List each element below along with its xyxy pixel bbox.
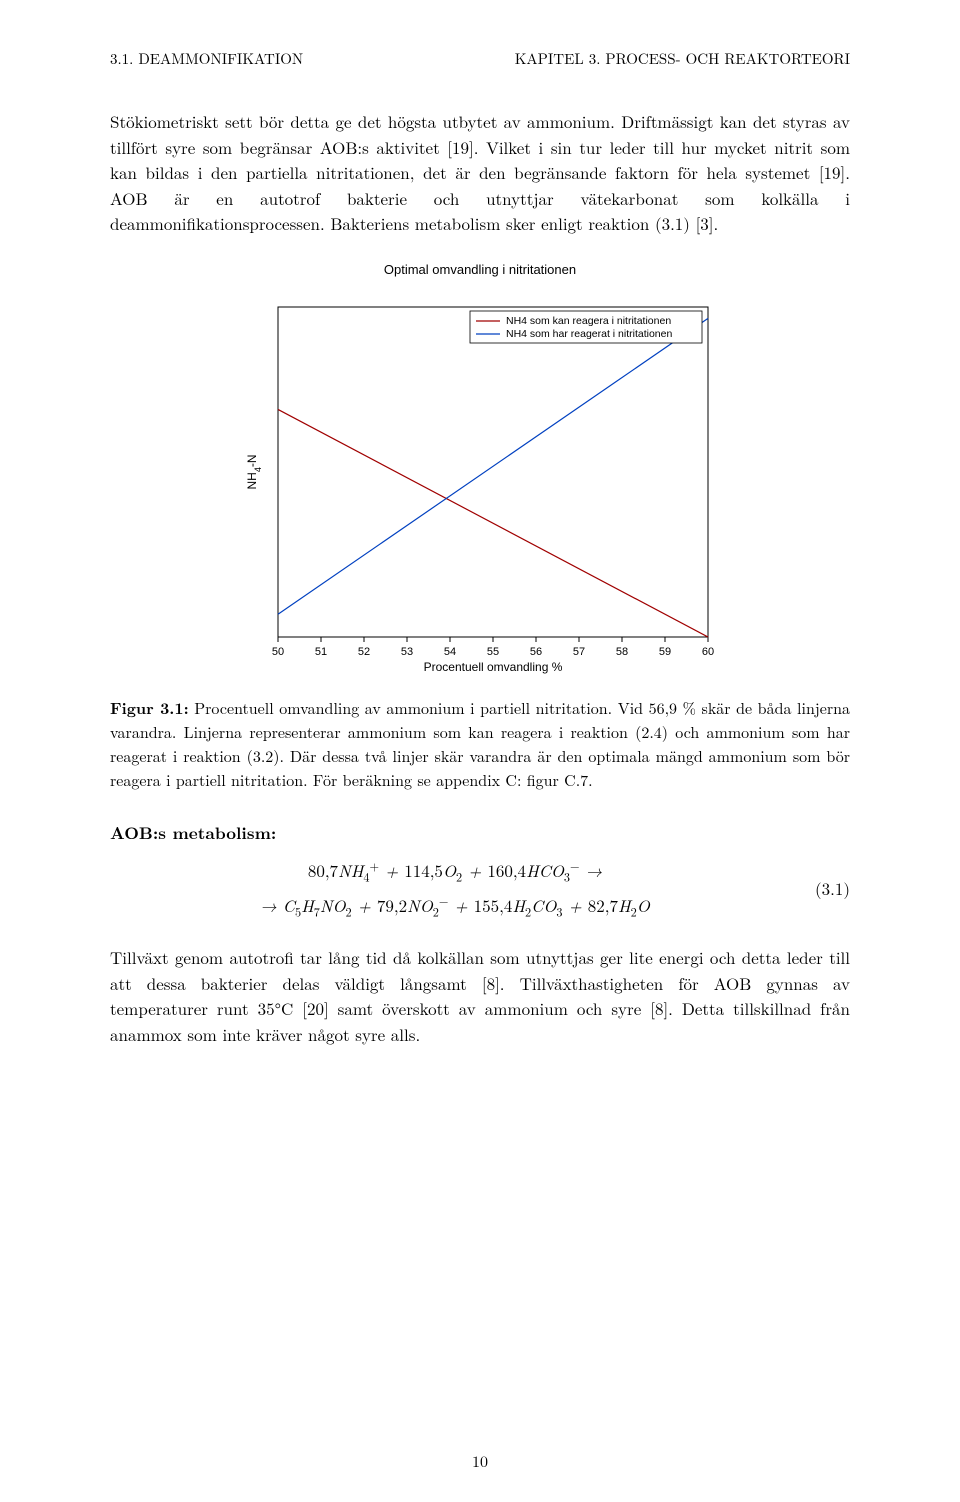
svg-text:57: 57 [573,646,585,658]
svg-text:56: 56 [530,646,542,658]
figure-3-1: Optimal omvandling i nitritationen 50515… [110,261,850,793]
svg-text:NH4-N: NH4-N [245,454,263,489]
svg-text:50: 50 [272,646,284,658]
page-number: 10 [0,1450,960,1472]
chart-title: Optimal omvandling i nitritationen [110,261,850,279]
paragraph-2: Tillväxt genom autotrofi tar lång tid då… [110,945,850,1047]
header-left: 3.1. DEAMMONIFIKATION [110,48,303,69]
equation-line-2: → C5H7NO2 + 79,2NO2− + 155,4H2CO3 + 82,7… [110,889,800,924]
chart-canvas: 50 51 52 53 54 55 56 57 58 59 60 Procentuell omvand… [240,285,720,684]
caption-label: Figur 3.1: [110,696,189,719]
equation-body: 80,7NH4+ + 114,5O2 + 160,4HCO3− → → C5H7… [110,854,800,923]
svg-text:52: 52 [358,646,370,658]
caption-text: Procentuell omvandling av ammonium i par… [110,696,850,791]
svg-text:54: 54 [444,646,456,658]
equation-number: (3.1) [800,877,850,901]
figure-caption: Figur 3.1: Procentuell omvandling av amm… [110,696,850,792]
svg-text:53: 53 [401,646,413,658]
running-header: 3.1. DEAMMONIFIKATION KAPITEL 3. PROCESS… [110,48,850,69]
equation-3-1: 80,7NH4+ + 114,5O2 + 160,4HCO3− → → C5H7… [110,854,850,923]
svg-text:58: 58 [616,646,628,658]
svg-text:60: 60 [702,646,714,658]
svg-text:NH4 som har reagerat i nitrita: NH4 som har reagerat i nitritationen [506,328,672,340]
svg-text:55: 55 [487,646,499,658]
aob-heading: AOB:s metabolism: [110,822,850,846]
header-right: KAPITEL 3. PROCESS- OCH REAKTORTEORI [515,48,850,69]
svg-text:51: 51 [315,646,327,658]
equation-line-1: 80,7NH4+ + 114,5O2 + 160,4HCO3− → [110,854,800,889]
paragraph-1: Stökiometriskt sett bör detta ge det hög… [110,109,850,237]
svg-text:59: 59 [659,646,671,658]
svg-text:NH4 som kan reagera i nitritat: NH4 som kan reagera i nitritationen [506,315,671,327]
svg-text:Procentuell omvandling %: Procentuell omvandling % [424,660,563,674]
